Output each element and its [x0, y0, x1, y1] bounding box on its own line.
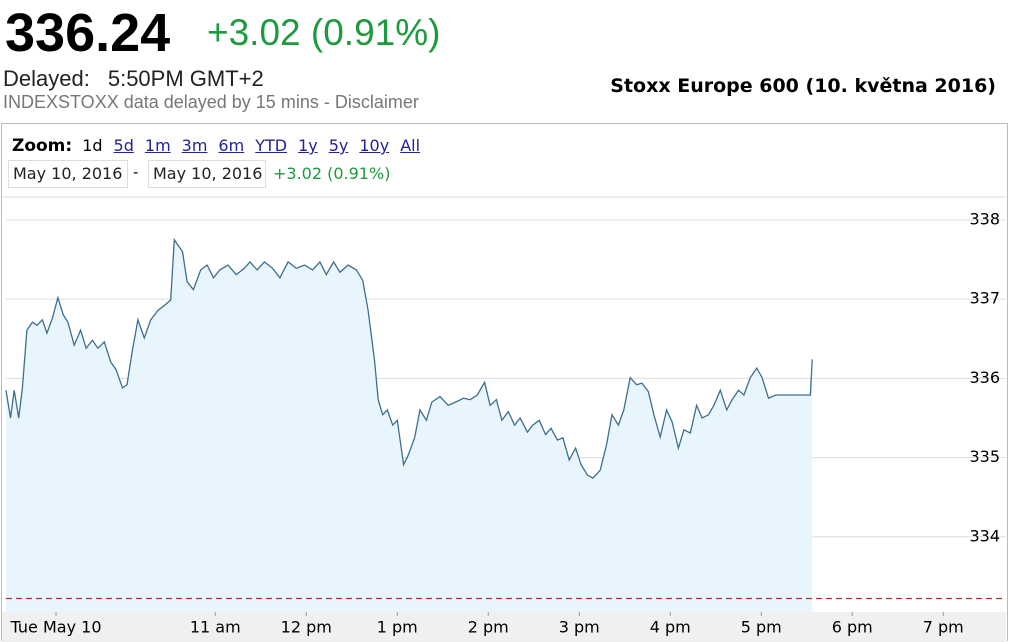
zoom-option[interactable]: 1y	[298, 136, 318, 155]
x-tick-label: 12 pm	[281, 618, 332, 637]
zoom-option[interactable]: YTD	[255, 136, 288, 155]
x-tick-label: 5 pm	[741, 618, 782, 637]
y-tick-label: 336	[969, 368, 1000, 387]
price: 336.24	[5, 3, 171, 63]
zoom-option[interactable]: 10y	[359, 136, 390, 155]
zoom-option[interactable]: 3m	[181, 136, 208, 155]
zoom-option[interactable]: 1m	[144, 136, 171, 155]
zoom-bar: Zoom: 1d 5d 1m 3m 6m YTD 1y 5y 10y All	[12, 136, 431, 156]
delay-notice[interactable]: INDEXSTOXX data delayed by 15 mins - Dis…	[3, 92, 419, 112]
y-tick-label: 337	[969, 289, 1000, 308]
y-tick-label: 334	[969, 526, 1000, 545]
zoom-label: Zoom:	[12, 136, 73, 156]
date-separator: -	[133, 164, 139, 181]
y-tick-label: 335	[969, 447, 1000, 466]
zoom-option[interactable]: All	[400, 136, 421, 155]
date-to[interactable]: May 10, 2016	[148, 160, 266, 188]
x-tick-label: 4 pm	[650, 618, 691, 637]
price-change: +3.02 (0.91%)	[207, 12, 441, 53]
x-tick-label: 7 pm	[923, 618, 964, 637]
x-tick-label: 2 pm	[468, 618, 509, 637]
delay-label: Delayed:	[3, 66, 90, 91]
delay-time: 5:50PM GMT+2	[107, 66, 264, 91]
delay-info: Delayed: 5:50PM GMT+2	[3, 66, 264, 92]
zoom-option[interactable]: 6m	[218, 136, 245, 155]
x-tick-label: 1 pm	[377, 618, 418, 637]
zoom-option[interactable]: 5y	[328, 136, 349, 155]
zoom-option[interactable]: 1d	[82, 136, 103, 155]
x-axis-band	[2, 612, 1006, 642]
x-tick-label: Tue May 10	[10, 618, 102, 637]
price-line	[5, 237, 813, 480]
x-tick-label: 6 pm	[832, 618, 873, 637]
chart-title: Stoxx Europe 600 (10. května 2016)	[610, 75, 996, 97]
x-tick-label: 11 am	[190, 618, 241, 637]
x-tick-label: 3 pm	[559, 618, 600, 637]
range-change: +3.02 (0.91%)	[273, 164, 391, 183]
area	[6, 239, 813, 613]
zoom-option[interactable]: 5d	[113, 136, 134, 155]
date-from[interactable]: May 10, 2016	[8, 160, 128, 188]
y-tick-label: 338	[969, 209, 1000, 228]
chart-frame	[1, 123, 1008, 641]
